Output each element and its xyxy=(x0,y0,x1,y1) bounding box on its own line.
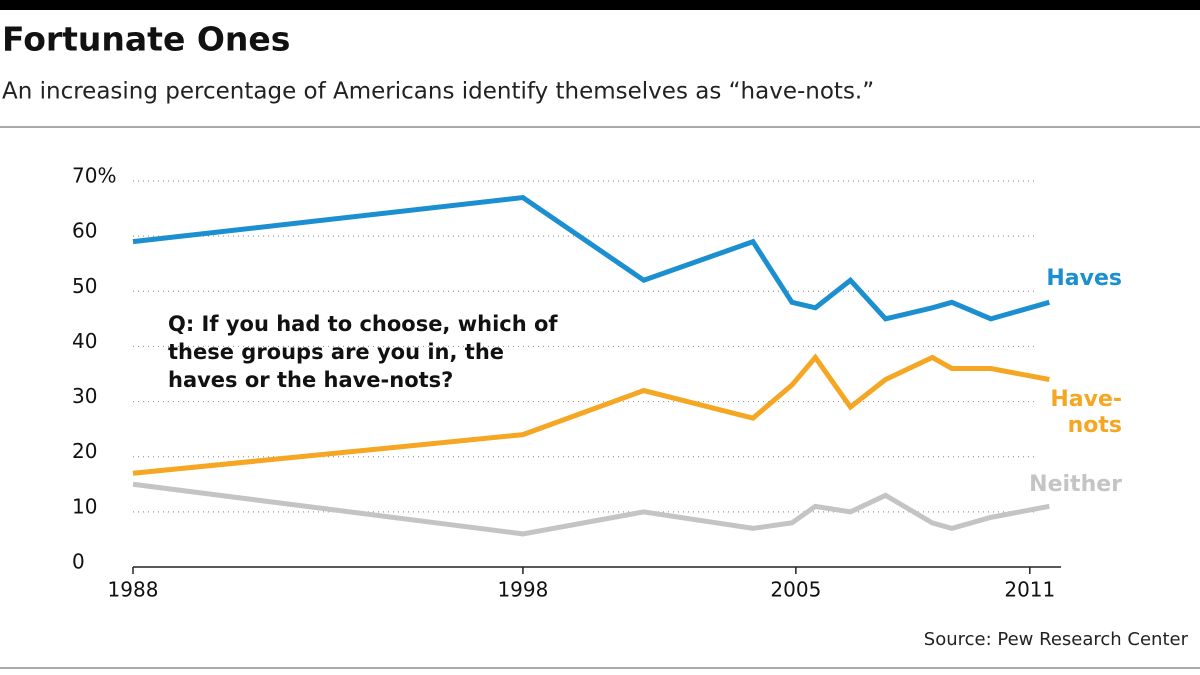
y-tick-label: 50 xyxy=(72,274,97,298)
x-tick-label: 1988 xyxy=(108,578,159,602)
x-tick-label: 2011 xyxy=(1004,578,1055,602)
y-tick-label: 70% xyxy=(72,164,116,188)
top-bar xyxy=(0,0,1200,10)
y-tick-label: 30 xyxy=(72,384,97,408)
x-tick-label: 2005 xyxy=(770,578,821,602)
x-tick-label: 1998 xyxy=(497,578,548,602)
y-tick-label: 40 xyxy=(72,329,97,353)
series-line xyxy=(132,194,1050,322)
series-line xyxy=(132,481,1050,537)
annotation: Q: If you had to choose, which of these … xyxy=(168,312,558,392)
y-tick-label: 20 xyxy=(72,439,97,463)
series-label: Haves xyxy=(1046,266,1122,291)
y-tick-label: 0 xyxy=(72,550,85,574)
chart-subtitle: An increasing percentage of Americans id… xyxy=(2,79,874,105)
series-label: Neither xyxy=(1029,472,1122,497)
y-tick-label: 60 xyxy=(72,219,97,243)
y-tick-label: 10 xyxy=(72,494,97,518)
series-line xyxy=(132,353,1050,476)
source: Source: Pew Research Center xyxy=(924,629,1189,650)
chart-title: Fortunate Ones xyxy=(2,20,290,59)
series-label: Have-nots xyxy=(1050,387,1122,438)
